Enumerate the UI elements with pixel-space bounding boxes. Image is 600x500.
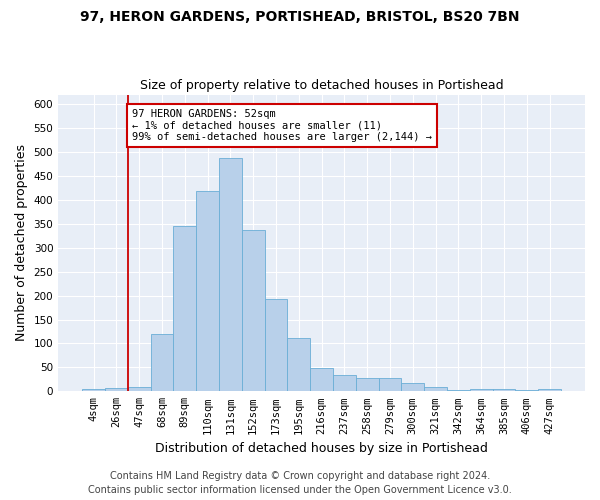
Text: 97, HERON GARDENS, PORTISHEAD, BRISTOL, BS20 7BN: 97, HERON GARDENS, PORTISHEAD, BRISTOL, … — [80, 10, 520, 24]
Bar — [105, 388, 128, 392]
Bar — [196, 191, 219, 392]
Bar — [447, 390, 470, 392]
Bar — [424, 386, 447, 392]
Bar — [265, 300, 287, 392]
Bar — [470, 389, 493, 392]
Bar — [219, 158, 242, 392]
Bar — [356, 378, 379, 392]
Bar — [493, 390, 515, 392]
Bar — [333, 374, 356, 392]
Text: 97 HERON GARDENS: 52sqm
← 1% of detached houses are smaller (11)
99% of semi-det: 97 HERON GARDENS: 52sqm ← 1% of detached… — [132, 109, 432, 142]
Bar — [401, 382, 424, 392]
Bar — [287, 338, 310, 392]
Bar — [173, 226, 196, 392]
Bar — [515, 390, 538, 392]
Bar — [538, 389, 561, 392]
X-axis label: Distribution of detached houses by size in Portishead: Distribution of detached houses by size … — [155, 442, 488, 455]
Y-axis label: Number of detached properties: Number of detached properties — [15, 144, 28, 342]
Bar — [151, 334, 173, 392]
Bar — [379, 378, 401, 392]
Bar — [242, 230, 265, 392]
Bar — [128, 388, 151, 392]
Bar — [310, 368, 333, 392]
Title: Size of property relative to detached houses in Portishead: Size of property relative to detached ho… — [140, 79, 503, 92]
Text: Contains HM Land Registry data © Crown copyright and database right 2024.
Contai: Contains HM Land Registry data © Crown c… — [88, 471, 512, 495]
Bar — [82, 389, 105, 392]
